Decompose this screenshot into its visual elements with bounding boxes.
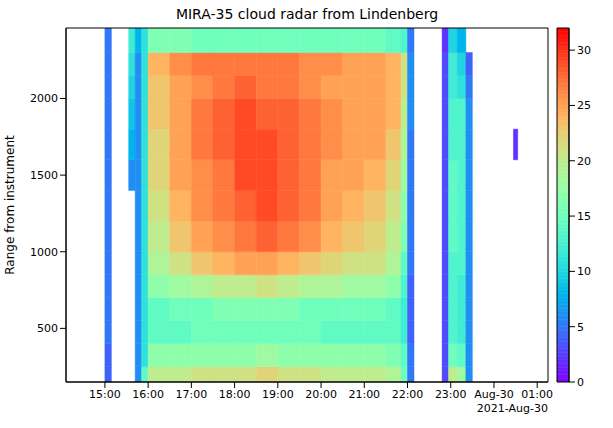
svg-text:21:00: 21:00 <box>348 388 380 401</box>
svg-text:10: 10 <box>577 265 591 278</box>
svg-text:16:00: 16:00 <box>132 388 164 401</box>
svg-text:0: 0 <box>577 376 584 389</box>
svg-text:25: 25 <box>577 99 591 112</box>
svg-text:1000: 1000 <box>30 246 58 259</box>
svg-text:18:00: 18:00 <box>219 388 251 401</box>
svg-text:Range from instrument: Range from instrument <box>3 135 17 275</box>
svg-text:1500: 1500 <box>30 169 58 182</box>
svg-text:20:00: 20:00 <box>305 388 337 401</box>
html-text:2021-Aug-30: 2021-Aug-30 <box>476 402 548 415</box>
svg-text:19:00: 19:00 <box>262 388 294 401</box>
svg-text:15: 15 <box>577 210 591 223</box>
svg-text:500: 500 <box>37 322 58 335</box>
svg-text:2000: 2000 <box>30 92 58 105</box>
svg-text:15:00: 15:00 <box>89 388 121 401</box>
svg-text:Aug-30: Aug-30 <box>474 388 513 401</box>
svg-text:5: 5 <box>577 321 584 334</box>
svg-text:20: 20 <box>577 155 591 168</box>
svg-text:22:00: 22:00 <box>392 388 424 401</box>
html-text:MIRA-35 cloud radar from Linde: MIRA-35 cloud radar from Lindenberg <box>175 6 439 22</box>
svg-text:30: 30 <box>577 44 591 57</box>
svg-text:17:00: 17:00 <box>176 388 208 401</box>
svg-text:23:00: 23:00 <box>435 388 467 401</box>
svg-text:01:00: 01:00 <box>521 388 553 401</box>
